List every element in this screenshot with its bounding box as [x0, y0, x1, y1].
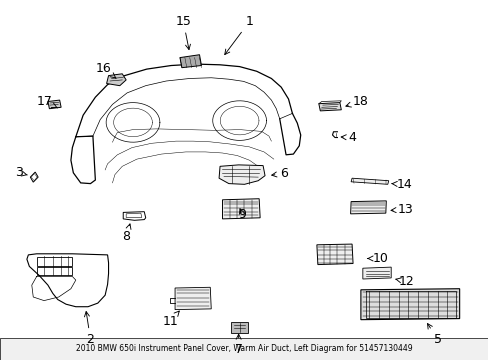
Text: 2: 2	[84, 311, 94, 346]
Text: 11: 11	[162, 311, 179, 328]
Polygon shape	[362, 267, 390, 279]
Polygon shape	[230, 322, 248, 333]
Polygon shape	[350, 201, 386, 214]
Polygon shape	[350, 178, 388, 184]
Text: 6: 6	[271, 167, 287, 180]
Text: 10: 10	[367, 252, 387, 265]
Polygon shape	[175, 287, 211, 310]
Text: 5: 5	[427, 324, 441, 346]
Text: 1: 1	[224, 15, 253, 55]
Text: 7: 7	[234, 334, 242, 356]
Text: 17: 17	[37, 95, 58, 108]
Polygon shape	[219, 165, 264, 184]
Polygon shape	[106, 74, 126, 86]
Polygon shape	[360, 289, 459, 320]
Text: 2010 BMW 650i Instrument Panel Cover, Warm Air Duct, Left Diagram for 5145713044: 2010 BMW 650i Instrument Panel Cover, Wa…	[76, 344, 412, 354]
Text: 4: 4	[341, 131, 355, 144]
Text: 12: 12	[395, 275, 414, 288]
Text: 15: 15	[175, 15, 191, 50]
Text: 13: 13	[390, 203, 413, 216]
Polygon shape	[180, 55, 201, 68]
Bar	[0, 338, 488, 360]
Polygon shape	[318, 103, 341, 111]
Polygon shape	[222, 199, 260, 219]
Text: 9: 9	[238, 208, 245, 221]
Text: 14: 14	[391, 178, 412, 191]
Text: 16: 16	[96, 62, 116, 78]
Polygon shape	[48, 100, 61, 109]
Polygon shape	[316, 244, 352, 265]
Text: 18: 18	[345, 95, 368, 108]
Text: 8: 8	[122, 224, 131, 243]
Text: 3: 3	[15, 166, 27, 179]
